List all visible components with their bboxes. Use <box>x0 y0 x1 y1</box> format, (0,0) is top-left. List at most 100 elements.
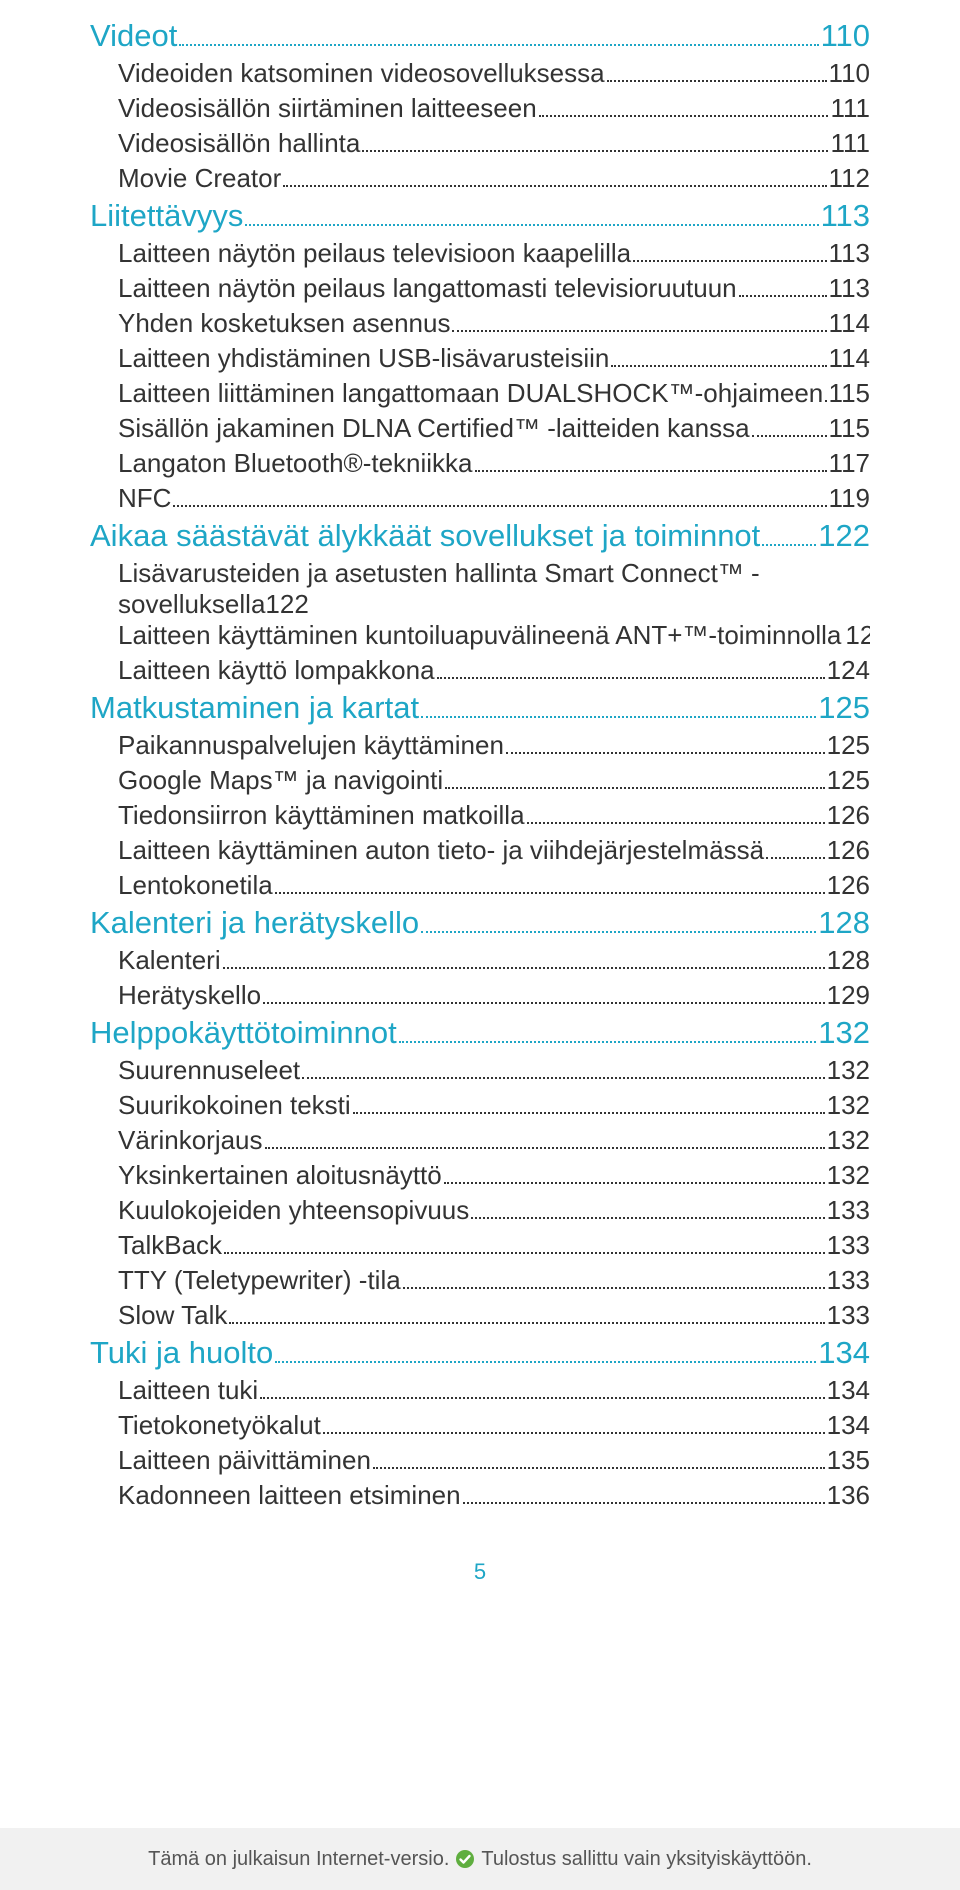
toc-leader-dots <box>223 946 825 969</box>
toc-leader-dots <box>245 198 818 226</box>
toc-page-number: 110 <box>821 18 870 54</box>
toc-label: Videot <box>90 18 177 54</box>
toc-entry[interactable]: Laitteen tuki134 <box>118 1375 870 1406</box>
toc-label: Värinkorjaus <box>118 1125 263 1156</box>
toc-entry[interactable]: Laitteen näytön peilaus langattomasti te… <box>118 273 870 304</box>
toc-label: Kalenteri <box>118 945 221 976</box>
toc-page-number: 126 <box>827 870 870 901</box>
toc-entry[interactable]: Lisävarusteiden ja asetusten hallinta Sm… <box>118 558 870 620</box>
toc-page-number: 115 <box>829 378 870 409</box>
toc-page-number: 126 <box>827 835 870 866</box>
toc-entry[interactable]: Suurennuseleet132 <box>118 1055 870 1086</box>
toc-section-heading[interactable]: Helppokäyttötoiminnot132 <box>90 1015 870 1051</box>
toc-entry[interactable]: Movie Creator112 <box>118 163 870 194</box>
toc-page-number: 113 <box>821 198 870 234</box>
toc-page-number: 134 <box>827 1410 870 1441</box>
toc-label: Yksinkertainen aloitusnäyttö <box>118 1160 442 1191</box>
toc-label: Yhden kosketuksen asennus <box>118 308 450 339</box>
toc-section-heading[interactable]: Videot 110 <box>90 18 870 54</box>
toc-leader-dots <box>403 1266 825 1289</box>
toc-entry[interactable]: Laitteen näytön peilaus televisioon kaap… <box>118 238 870 269</box>
toc-leader-dots <box>373 1446 825 1469</box>
toc-leader-dots <box>762 518 816 546</box>
toc-label: Kuulokojeiden yhteensopivuus <box>118 1195 469 1226</box>
toc-leader-dots <box>260 1376 824 1399</box>
toc-page-number: 114 <box>829 308 870 339</box>
toc-leader-dots <box>302 1056 824 1079</box>
toc-page-number: 132 <box>827 1055 870 1086</box>
toc-entry[interactable]: Laitteen päivittäminen135 <box>118 1445 870 1476</box>
toc-entry[interactable]: Paikannuspalvelujen käyttäminen 125 <box>118 730 870 761</box>
toc-entry[interactable]: Yhden kosketuksen asennus 114 <box>118 308 870 339</box>
toc-entry[interactable]: Langaton Bluetooth®-tekniikka117 <box>118 448 870 479</box>
toc-leader-dots <box>362 129 828 152</box>
toc-entry[interactable]: TTY (Teletypewriter) -tila133 <box>118 1265 870 1296</box>
toc-page-number: 125 <box>827 730 870 761</box>
toc-page-number: 125 <box>827 765 870 796</box>
toc-leader-dots <box>399 1015 817 1043</box>
toc-entry[interactable]: Kalenteri128 <box>118 945 870 976</box>
toc-leader-dots <box>463 1481 825 1504</box>
toc-entry[interactable]: Videoiden katsominen videosovelluksessa1… <box>118 58 870 89</box>
toc-page-number: 132 <box>818 1015 870 1051</box>
toc-leader-dots <box>633 239 826 262</box>
toc-page-number: 114 <box>829 343 870 374</box>
toc-section-heading[interactable]: Liitettävyys113 <box>90 198 870 234</box>
toc-entry[interactable]: TalkBack133 <box>118 1230 870 1261</box>
toc-label: Laitteen tuki <box>118 1375 258 1406</box>
toc-entry[interactable]: Slow Talk133 <box>118 1300 870 1331</box>
toc-page-number: 135 <box>827 1445 870 1476</box>
toc-label: Videosisällön hallinta <box>118 128 360 159</box>
toc-label: Movie Creator <box>118 163 281 194</box>
toc-leader-dots <box>607 59 827 82</box>
toc-label: Suurikokoinen teksti <box>118 1090 351 1121</box>
toc-entry[interactable]: Laitteen liittäminen langattomaan DUALSH… <box>118 378 870 409</box>
toc-entry[interactable]: Tietokonetyökalut 134 <box>118 1410 870 1441</box>
toc-entry[interactable]: Värinkorjaus132 <box>118 1125 870 1156</box>
toc-label: Laitteen liittäminen langattomaan DUALSH… <box>118 378 823 409</box>
toc-label: Laitteen käyttäminen kuntoiluapuvälineen… <box>118 620 841 651</box>
toc-entry[interactable]: Google Maps™ ja navigointi125 <box>118 765 870 796</box>
toc-page-number: 133 <box>827 1300 870 1331</box>
toc-label: Lisävarusteiden ja asetusten hallinta Sm… <box>118 558 870 589</box>
toc-leader-dots <box>353 1091 825 1114</box>
toc-page-number: 134 <box>818 1335 870 1371</box>
toc-page-number: 124 <box>845 620 870 651</box>
toc-entry[interactable]: Laitteen käyttäminen kuntoiluapuvälineen… <box>118 620 870 651</box>
toc-page-number: 132 <box>827 1090 870 1121</box>
toc-label: Tietokonetyökalut <box>118 1410 321 1441</box>
toc-section-heading[interactable]: Aikaa säästävät älykkäät sovellukset ja … <box>90 518 870 554</box>
footer-text-right: Tulostus sallittu vain yksityiskäyttöön. <box>481 1848 812 1871</box>
toc-entry[interactable]: Kadonneen laitteen etsiminen 136 <box>118 1480 870 1511</box>
toc-leader-dots <box>471 1196 824 1219</box>
toc-label: Laitteen näytön peilaus langattomasti te… <box>118 273 737 304</box>
toc-entry[interactable]: Lentokonetila 126 <box>118 870 870 901</box>
toc-page-number: 126 <box>827 800 870 831</box>
toc-label: Kadonneen laitteen etsiminen <box>118 1480 461 1511</box>
toc-entry[interactable]: Kuulokojeiden yhteensopivuus133 <box>118 1195 870 1226</box>
toc-section-heading[interactable]: Matkustaminen ja kartat125 <box>90 690 870 726</box>
toc-page-number: 122 <box>818 518 870 554</box>
toc-section-heading[interactable]: Kalenteri ja herätyskello128 <box>90 905 870 941</box>
toc-leader-dots <box>283 164 826 187</box>
toc-label: TTY (Teletypewriter) -tila <box>118 1265 401 1296</box>
toc-label: Paikannuspalvelujen käyttäminen <box>118 730 504 761</box>
toc-entry[interactable]: Tiedonsiirron käyttäminen matkoilla126 <box>118 800 870 831</box>
toc-entry[interactable]: Laitteen käyttö lompakkona124 <box>118 655 870 686</box>
toc-section-heading[interactable]: Tuki ja huolto134 <box>90 1335 870 1371</box>
toc-entry[interactable]: Herätyskello129 <box>118 980 870 1011</box>
toc-page-number: 113 <box>829 238 870 269</box>
footer-text-left: Tämä on julkaisun Internet-versio. <box>148 1848 449 1871</box>
toc-leader-dots <box>766 836 825 859</box>
toc-label: Lentokonetila <box>118 870 273 901</box>
toc-entry[interactable]: Videosisällön hallinta111 <box>118 128 870 159</box>
toc-entry[interactable]: NFC119 <box>118 483 870 514</box>
toc-label: Aikaa säästävät älykkäät sovellukset ja … <box>90 518 760 554</box>
toc-entry[interactable]: Laitteen yhdistäminen USB-lisävarusteisi… <box>118 343 870 374</box>
toc-label: Langaton Bluetooth®-tekniikka <box>118 448 473 479</box>
toc-entry[interactable]: Laitteen käyttäminen auton tieto- ja vii… <box>118 835 870 866</box>
toc-entry[interactable]: Sisällön jakaminen DLNA Certified™ -lait… <box>118 413 870 444</box>
toc-entry[interactable]: Yksinkertainen aloitusnäyttö132 <box>118 1160 870 1191</box>
toc-entry[interactable]: Videosisällön siirtäminen laitteeseen111 <box>118 93 870 124</box>
toc-entry[interactable]: Suurikokoinen teksti 132 <box>118 1090 870 1121</box>
